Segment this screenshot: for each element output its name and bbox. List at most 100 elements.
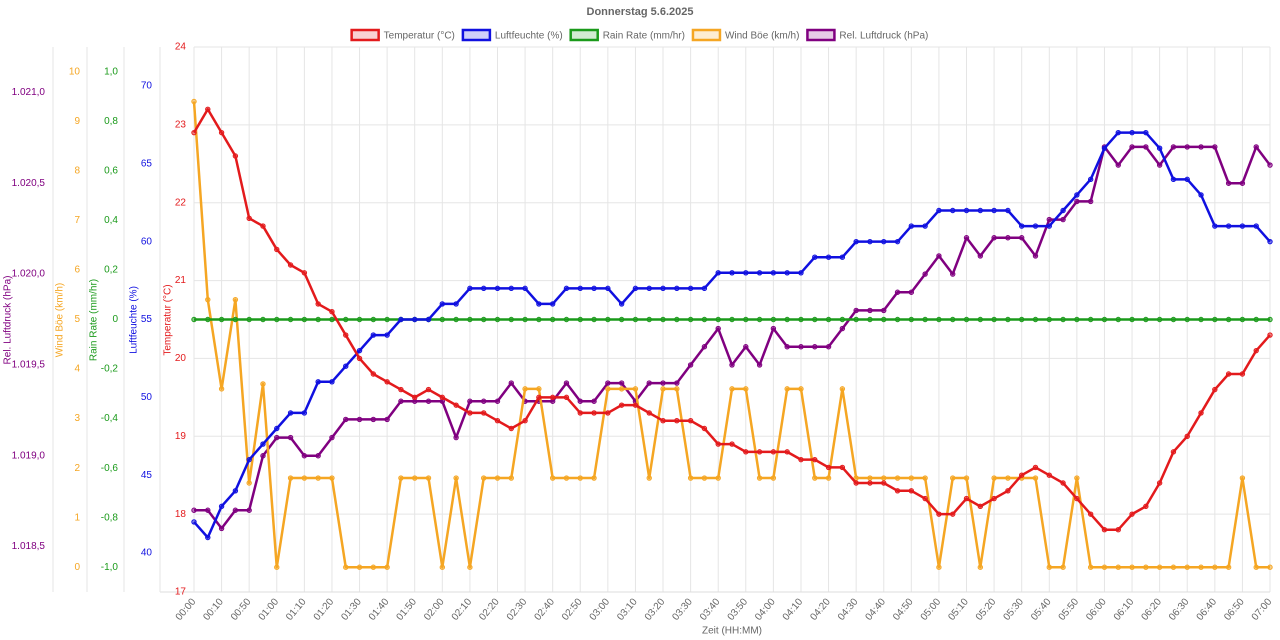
x-tick-label: 01:40 [367, 596, 392, 623]
data-point [950, 271, 956, 277]
series-line [192, 101, 1270, 569]
data-point [1101, 145, 1108, 151]
data-point [881, 316, 887, 323]
data-point [1170, 449, 1177, 455]
y-tick-label: -0,2 [101, 364, 119, 375]
x-tick-label: 02:00 [422, 596, 447, 623]
data-point [494, 475, 501, 481]
data-point [205, 296, 211, 303]
x-tick-label: 07:00 [1250, 596, 1275, 623]
data-point [1170, 176, 1177, 183]
x-tick-label: 00:50 [229, 596, 254, 623]
data-point [356, 347, 363, 354]
data-point [825, 254, 832, 260]
data-point [1060, 316, 1066, 323]
y-tick-label: 1 [74, 512, 80, 523]
x-tick-label: 05:50 [1057, 596, 1082, 623]
data-point [274, 434, 280, 441]
data-point [1156, 564, 1163, 570]
data-point [839, 254, 846, 260]
data-point [260, 316, 266, 323]
x-tick-label: 04:30 [836, 596, 861, 623]
data-point [812, 456, 818, 463]
data-point [508, 475, 514, 481]
data-point [232, 296, 239, 303]
data-point [963, 235, 970, 241]
data-point [881, 475, 887, 481]
data-point [274, 246, 280, 253]
data-point [1032, 316, 1039, 323]
data-point [936, 316, 942, 323]
data-point [853, 238, 859, 245]
data-point [315, 316, 321, 323]
data-point [1143, 129, 1149, 136]
data-point [867, 238, 873, 245]
data-point [480, 475, 487, 481]
data-point [315, 475, 321, 481]
y-tick-label: -1,0 [101, 562, 119, 573]
data-point [867, 480, 873, 486]
legend-swatch [806, 28, 836, 42]
data-point [936, 207, 942, 214]
data-point [398, 316, 404, 323]
data-point [1129, 564, 1135, 570]
data-point [191, 519, 197, 525]
y-tick-label: 3 [74, 413, 80, 424]
data-point [1253, 347, 1259, 354]
data-point [1143, 144, 1149, 150]
data-point [1198, 564, 1204, 570]
data-point [977, 316, 984, 323]
data-point [343, 416, 349, 423]
data-point [522, 316, 528, 323]
y-tick-label: 50 [141, 392, 153, 403]
data-point [274, 564, 280, 570]
y-tick-label: 1.019,0 [12, 450, 46, 461]
data-point [536, 394, 542, 401]
data-point [646, 475, 652, 481]
data-point [853, 307, 859, 314]
data-point [480, 285, 487, 292]
data-point [412, 316, 418, 323]
data-point [1170, 564, 1177, 570]
data-point [577, 316, 583, 323]
data-point [674, 285, 680, 292]
data-point [536, 316, 542, 323]
data-point [894, 289, 901, 295]
data-point [1060, 207, 1066, 214]
data-point [384, 316, 390, 323]
data-point [770, 270, 777, 276]
data-point [1143, 503, 1149, 510]
data-point [1046, 564, 1052, 570]
data-point [398, 475, 404, 481]
data-point [756, 449, 763, 455]
data-point [1225, 180, 1232, 186]
data-point [936, 511, 942, 517]
data-point [605, 410, 611, 416]
data-point [1046, 216, 1052, 223]
data-point [922, 316, 928, 323]
data-point [1267, 332, 1273, 338]
data-point [1115, 527, 1121, 533]
data-point [1005, 235, 1011, 241]
y-tick-label: 0 [74, 562, 80, 573]
data-point [743, 316, 749, 323]
data-point [1115, 162, 1121, 168]
data-point [1115, 129, 1121, 136]
legend-swatch [691, 28, 722, 42]
data-point [370, 332, 377, 338]
data-point [425, 398, 432, 404]
x-tick-label: 02:40 [532, 596, 557, 623]
data-point [825, 475, 832, 481]
x-tick-label: 06:40 [1195, 596, 1220, 623]
data-point [770, 449, 777, 455]
data-point [1005, 488, 1011, 494]
y-tick-label: 0 [112, 314, 118, 325]
data-point [894, 488, 901, 494]
legend-label: Wind Böe (km/h) [725, 31, 799, 42]
data-point [563, 316, 570, 323]
data-point [618, 380, 625, 386]
data-point [963, 316, 970, 323]
data-point [536, 386, 542, 392]
data-point [839, 325, 846, 332]
